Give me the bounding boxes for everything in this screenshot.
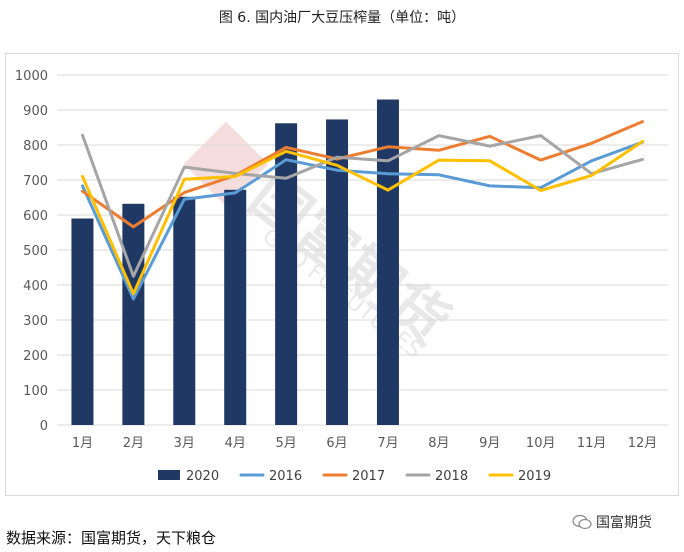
legend-label-2018: 2018: [435, 469, 468, 484]
wechat-icon: [572, 514, 592, 530]
legend-label-2016: 2016: [269, 469, 302, 484]
y-tick-label: 900: [23, 104, 48, 119]
data-source: 数据来源：国富期货，天下粮仓: [6, 529, 217, 547]
line-series-2019: [81, 140, 644, 296]
x-tick-label: 11月: [577, 436, 607, 451]
bar-2020: [224, 189, 247, 425]
y-tick-label: 400: [23, 279, 48, 294]
x-tick-label: 3月: [174, 436, 195, 451]
y-tick-label: 200: [23, 349, 48, 364]
y-tick-label: 300: [23, 314, 48, 329]
x-tick-label: 10月: [526, 436, 556, 451]
y-tick-label: 600: [23, 209, 48, 224]
y-tick-label: 0: [40, 419, 48, 434]
x-tick-label: 6月: [326, 436, 347, 451]
x-tick-label: 9月: [479, 436, 500, 451]
chart-panel: 国富期货 GUO FU FUTURES 01002003004005006007…: [5, 53, 679, 496]
legend-label-2017: 2017: [352, 469, 385, 484]
legend-label-2020: 2020: [186, 469, 219, 484]
x-tick-label: 2月: [123, 436, 144, 451]
brand-name: 国富期货: [596, 515, 652, 531]
legend-label-2019: 2019: [518, 469, 551, 484]
bar-2020: [275, 123, 298, 426]
bar-2020: [71, 218, 94, 425]
x-tick-label: 8月: [428, 436, 449, 451]
chart-svg: 国富期货 GUO FU FUTURES 01002003004005006007…: [15, 69, 668, 484]
bar-2020: [326, 119, 349, 425]
bar-2020: [173, 196, 196, 425]
legend-swatch-2020: [158, 470, 180, 480]
watermark-text-cn: 国富期货: [237, 161, 462, 357]
y-tick-label: 100: [23, 384, 48, 399]
x-tick-label: 7月: [377, 436, 398, 451]
x-tick-label: 12月: [628, 436, 658, 451]
line-series-2018: [81, 133, 644, 278]
brand-tag: 国富期货: [572, 512, 652, 532]
y-tick-label: 500: [23, 244, 48, 259]
chart-title: 图 6. 国内油厂大豆压榨量（单位：吨）: [218, 10, 466, 26]
line-series-2017: [81, 120, 644, 229]
bar-2020: [122, 203, 145, 425]
line-series-2016: [81, 140, 644, 301]
y-tick-label: 700: [23, 174, 48, 189]
x-tick-label: 1月: [72, 436, 93, 451]
y-tick-label: 1000: [15, 69, 48, 84]
bar-2020: [376, 99, 399, 425]
x-tick-label: 4月: [225, 436, 246, 451]
y-tick-label: 800: [23, 139, 48, 154]
x-tick-label: 5月: [275, 436, 296, 451]
